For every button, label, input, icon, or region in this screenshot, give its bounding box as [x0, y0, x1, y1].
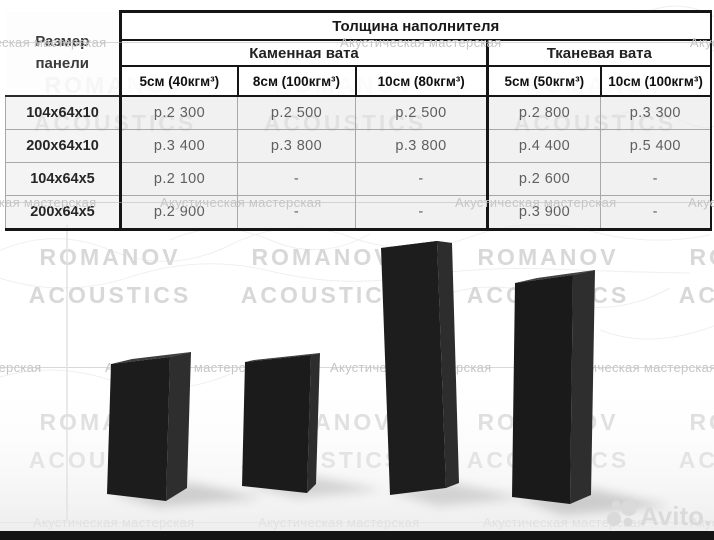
corner-line2: панели	[35, 55, 90, 73]
size-cell: 104x64x5	[5, 162, 122, 196]
price-cell: р.3 400	[120, 129, 238, 163]
studio-watermark-row: Акустическая мастерская Акустическая мас…	[0, 34, 714, 52]
column-header: 5см (40кгм³)	[119, 65, 239, 97]
avito-logo-dot	[611, 500, 621, 510]
price-cell: -	[237, 162, 356, 196]
table-row: 200x64x10 р.3 400 р.3 800 р.3 800 р.4 40…	[5, 129, 712, 163]
price-cell: р.3 800	[237, 129, 356, 163]
price-cell: р.2 500	[355, 95, 488, 130]
price-cell: р.3 800	[355, 129, 488, 163]
acoustic-panel-2	[242, 353, 320, 493]
price-cell: -	[599, 162, 712, 196]
price-cell: р.2 100	[120, 162, 238, 196]
price-cell: -	[599, 195, 712, 231]
column-header: 5см (50кгм³)	[486, 65, 602, 97]
avito-logo-dot	[607, 512, 621, 526]
acoustic-panel-1	[107, 352, 191, 501]
product-photo	[0, 225, 714, 540]
table-row: 104x64x5 р.2 100 - - р.2 600 -	[5, 162, 712, 196]
price-cell: р.2 300	[120, 95, 238, 130]
avito-logo-dot	[623, 517, 633, 527]
avito-logo-dot	[621, 500, 637, 516]
bottom-bar	[0, 531, 714, 540]
filler-thickness-header: Толщина наполнителя	[120, 10, 712, 41]
panel-size-header: Размер панели	[5, 11, 122, 97]
table-row: 200x64x5 р.2 900 - - р.3 900 -	[5, 195, 712, 231]
price-cell: р.2 500	[237, 95, 356, 130]
column-header: 10см (100кгм³)	[599, 65, 712, 97]
price-cell: -	[355, 195, 488, 231]
group-stone-wool: Каменная вата	[120, 40, 489, 67]
group-fabric-wool: Тканевая вата	[487, 40, 712, 67]
acoustic-panel-4	[512, 270, 595, 504]
price-cell: р.4 400	[486, 129, 601, 163]
column-header: 10см (80кгм³)	[354, 65, 489, 97]
size-cell: 200x64x5	[5, 195, 122, 231]
size-cell: 200x64x10	[5, 129, 122, 163]
price-cell: р.2 800	[486, 95, 601, 130]
acoustic-panel-3	[381, 241, 459, 495]
table-row: 104x64x10 р.2 300 р.2 500 р.2 500 р.2 80…	[5, 95, 712, 130]
corner-line1: Размер	[35, 32, 90, 50]
price-cell: р.5 400	[599, 129, 712, 163]
strikethrough-line	[0, 202, 714, 203]
column-header: 8см (100кгм³)	[236, 65, 357, 97]
price-table: Размер панели Толщина наполнителя Каменн…	[5, 10, 712, 231]
strikethrough-line	[0, 42, 714, 43]
studio-watermark-row: Акустическая мастерская Акустическая мас…	[0, 195, 714, 210]
avito-watermark: Avito.	[607, 500, 711, 531]
price-cell: р.3 900	[486, 195, 601, 231]
strikethrough-line	[0, 367, 714, 368]
size-cell: 104x64x10	[5, 95, 122, 130]
price-cell: р.2 600	[486, 162, 601, 196]
price-cell: -	[237, 195, 356, 231]
price-cell: р.3 300	[599, 95, 712, 130]
price-cell: -	[355, 162, 488, 196]
price-cell: р.2 900	[120, 195, 238, 231]
avito-logo-text: Avito.	[640, 501, 711, 531]
